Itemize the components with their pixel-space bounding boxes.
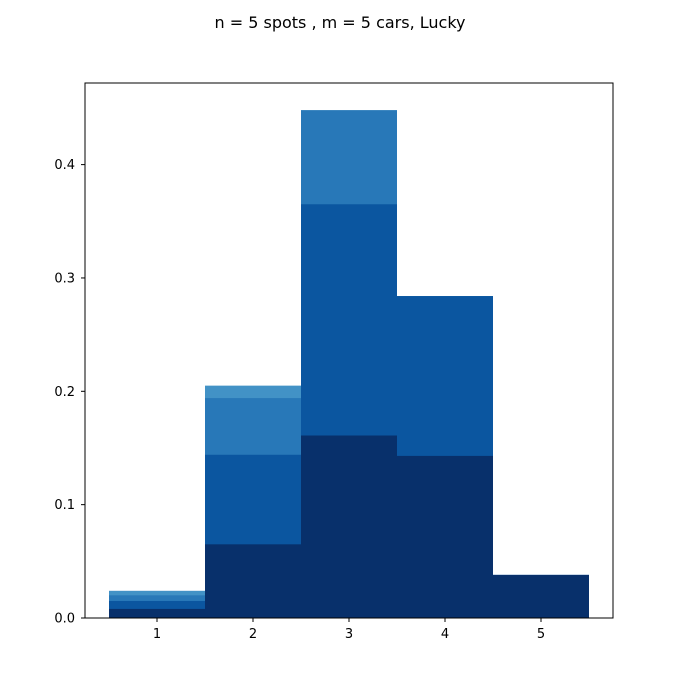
y-axis: 0.0 0.1 0.2 0.3 0.4 bbox=[54, 158, 85, 627]
plot-frame bbox=[84, 82, 614, 619]
y-tick-label: 0.4 bbox=[54, 158, 75, 173]
x-tick-label: 4 bbox=[441, 627, 449, 642]
x-axis: 1 2 3 4 5 bbox=[153, 618, 545, 642]
y-tick-label: 0.2 bbox=[54, 385, 75, 400]
bar-layer-4-3 bbox=[301, 435, 397, 618]
x-tick-label: 1 bbox=[153, 627, 161, 642]
bar-layer-4-4 bbox=[397, 455, 493, 618]
bar-layer-4-5 bbox=[493, 574, 589, 618]
y-tick-label: 0.0 bbox=[54, 612, 75, 627]
y-tick-label: 0.3 bbox=[54, 271, 75, 286]
bars-layer bbox=[109, 110, 589, 618]
chart-title: n = 5 spots , m = 5 cars, Lucky bbox=[215, 13, 466, 32]
y-tick-label: 0.1 bbox=[54, 498, 75, 513]
x-tick-label: 2 bbox=[249, 627, 257, 642]
x-tick-label: 3 bbox=[345, 627, 353, 642]
bar-layer-4-2 bbox=[205, 544, 301, 618]
x-tick-label: 5 bbox=[537, 627, 545, 642]
bar-layer-4-1 bbox=[109, 608, 205, 618]
